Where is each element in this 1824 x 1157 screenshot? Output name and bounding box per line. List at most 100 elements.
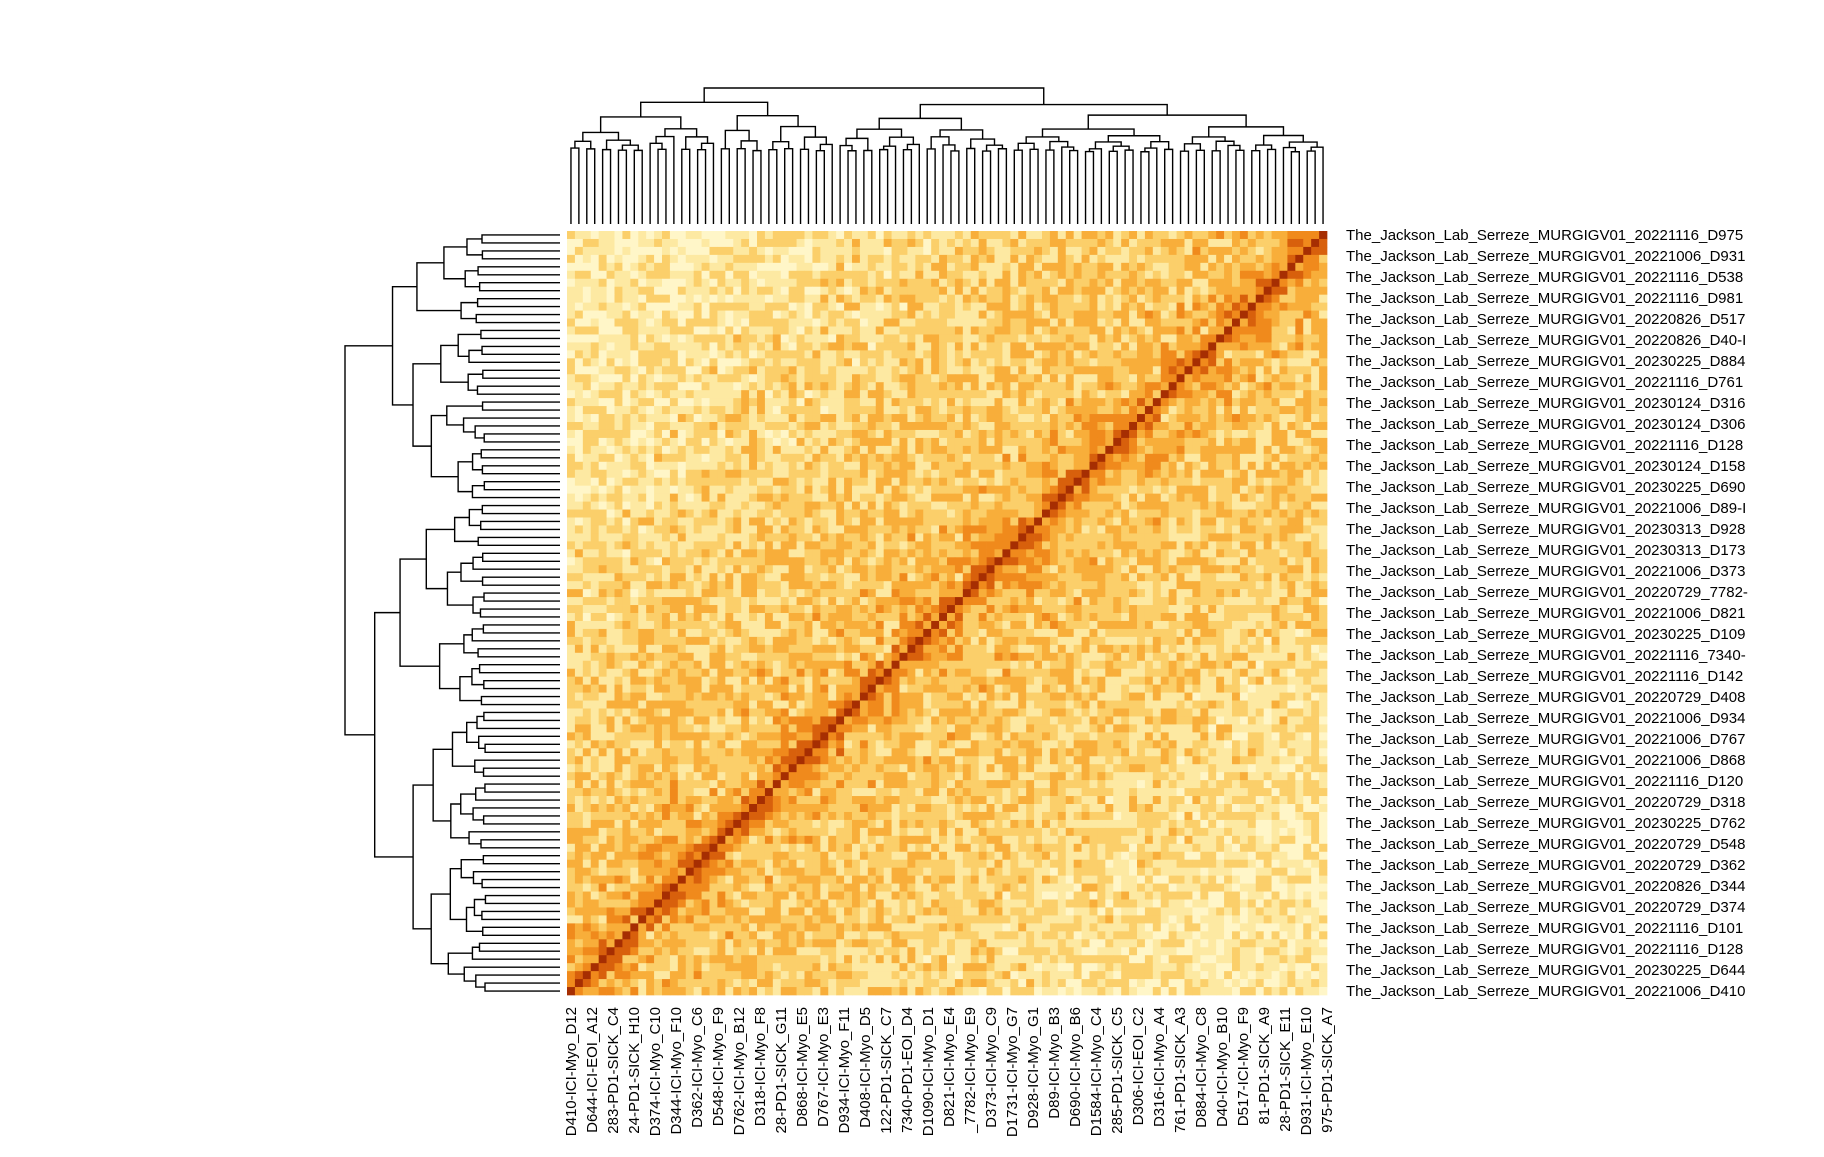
heatmap-cell	[1303, 477, 1312, 487]
heatmap-cell	[780, 398, 790, 407]
heatmap-cell	[1018, 326, 1027, 335]
heatmap-cell	[677, 501, 687, 510]
heatmap-cell	[907, 501, 916, 510]
heatmap-cell	[701, 278, 710, 288]
heatmap-cell	[717, 597, 726, 606]
heatmap-cell	[1034, 469, 1043, 479]
heatmap-cell	[1216, 254, 1225, 264]
heatmap-cell	[749, 628, 758, 638]
heatmap-cell	[693, 549, 702, 558]
heatmap-cell	[812, 581, 821, 590]
heatmap-cell	[907, 557, 916, 566]
heatmap-cell	[733, 477, 742, 487]
heatmap-cell	[582, 262, 592, 272]
heatmap-cell	[812, 286, 821, 296]
heatmap-cell	[1208, 565, 1217, 574]
heatmap-cell	[1319, 445, 1328, 455]
heatmap-cell	[1271, 477, 1280, 487]
heatmap-cell	[1208, 445, 1217, 455]
heatmap-cell	[1184, 565, 1193, 574]
heatmap-cell	[701, 350, 710, 359]
heatmap-cell	[1129, 310, 1138, 319]
heatmap-cell	[1271, 589, 1280, 598]
heatmap-cell	[1224, 342, 1233, 351]
heatmap-cell	[749, 613, 758, 622]
heatmap-cell	[1176, 445, 1185, 455]
heatmap-cell	[844, 501, 853, 510]
heatmap-cell	[1010, 429, 1019, 439]
heatmap-cell	[590, 366, 600, 375]
heatmap-cell	[1287, 517, 1296, 526]
heatmap-cell	[654, 358, 663, 367]
heatmap-cell	[939, 517, 948, 526]
heatmap-cell	[978, 398, 987, 407]
heatmap-cell	[962, 453, 972, 463]
heatmap-cell	[1271, 636, 1280, 646]
heatmap-cell	[669, 485, 679, 494]
heatmap-cell	[1010, 342, 1019, 351]
heatmap-cell	[836, 469, 845, 479]
heatmap-cell	[939, 398, 948, 407]
heatmap-cell	[1089, 429, 1098, 439]
heatmap-cell	[701, 581, 710, 590]
heatmap-cell	[1097, 342, 1106, 351]
heatmap-cell	[1176, 565, 1185, 574]
heatmap-cell	[1192, 318, 1201, 327]
heatmap-cell	[923, 557, 932, 566]
heatmap-cell	[764, 278, 774, 288]
heatmap-cell	[820, 429, 829, 439]
heatmap-cell	[1279, 414, 1288, 423]
heatmap-cell	[962, 286, 972, 296]
heatmap-cell	[1279, 406, 1288, 415]
heatmap-cell	[1263, 636, 1272, 646]
heatmap-cell	[931, 231, 940, 240]
heatmap-cell	[1121, 238, 1130, 248]
heatmap-cell	[1057, 525, 1067, 534]
heatmap-cell	[772, 414, 782, 423]
heatmap-cell	[701, 382, 710, 391]
heatmap-cell	[994, 262, 1003, 272]
heatmap-cell	[1232, 573, 1241, 582]
heatmap-cell	[1208, 294, 1217, 303]
heatmap-cell	[986, 549, 995, 558]
heatmap-cell	[598, 437, 607, 447]
heatmap-cell	[1057, 533, 1067, 542]
heatmap-cell	[567, 310, 576, 319]
heatmap-cell	[788, 398, 797, 407]
heatmap-cell	[1216, 636, 1225, 646]
heatmap-cell	[1176, 429, 1185, 439]
heatmap-cell	[1049, 318, 1059, 327]
heatmap-cell	[1089, 414, 1098, 423]
heatmap-cell	[1303, 358, 1312, 367]
heatmap-cell	[677, 461, 687, 471]
heatmap-cell	[717, 573, 726, 582]
heatmap-cell	[1065, 231, 1075, 240]
heatmap-cell	[1129, 437, 1138, 447]
heatmap-cell	[1255, 429, 1265, 439]
heatmap-cell	[883, 406, 892, 415]
heatmap-cell	[1065, 613, 1075, 622]
heatmap-cell	[693, 238, 702, 248]
heatmap-cell	[1042, 238, 1051, 248]
heatmap-cell	[780, 517, 790, 526]
heatmap-cell	[939, 509, 948, 518]
heatmap-cell	[733, 541, 742, 550]
heatmap-cell	[962, 398, 972, 407]
heatmap-cell	[1263, 613, 1272, 622]
heatmap-cell	[1295, 437, 1304, 447]
heatmap-cell	[852, 302, 861, 311]
heatmap-cell	[1097, 422, 1106, 431]
heatmap-cell	[970, 541, 980, 550]
heatmap-cell	[590, 302, 600, 311]
heatmap-cell	[567, 382, 576, 391]
heatmap-cell	[1239, 326, 1249, 335]
heatmap-cell	[1065, 398, 1075, 407]
heatmap-cell	[662, 628, 671, 638]
heatmap-cell	[1200, 429, 1209, 439]
heatmap-cell	[1065, 294, 1075, 303]
heatmap-cell	[1105, 366, 1114, 375]
heatmap-cell	[1081, 477, 1090, 487]
heatmap-cell	[1208, 485, 1217, 494]
heatmap-cell	[931, 453, 940, 463]
heatmap-cell	[780, 334, 790, 343]
